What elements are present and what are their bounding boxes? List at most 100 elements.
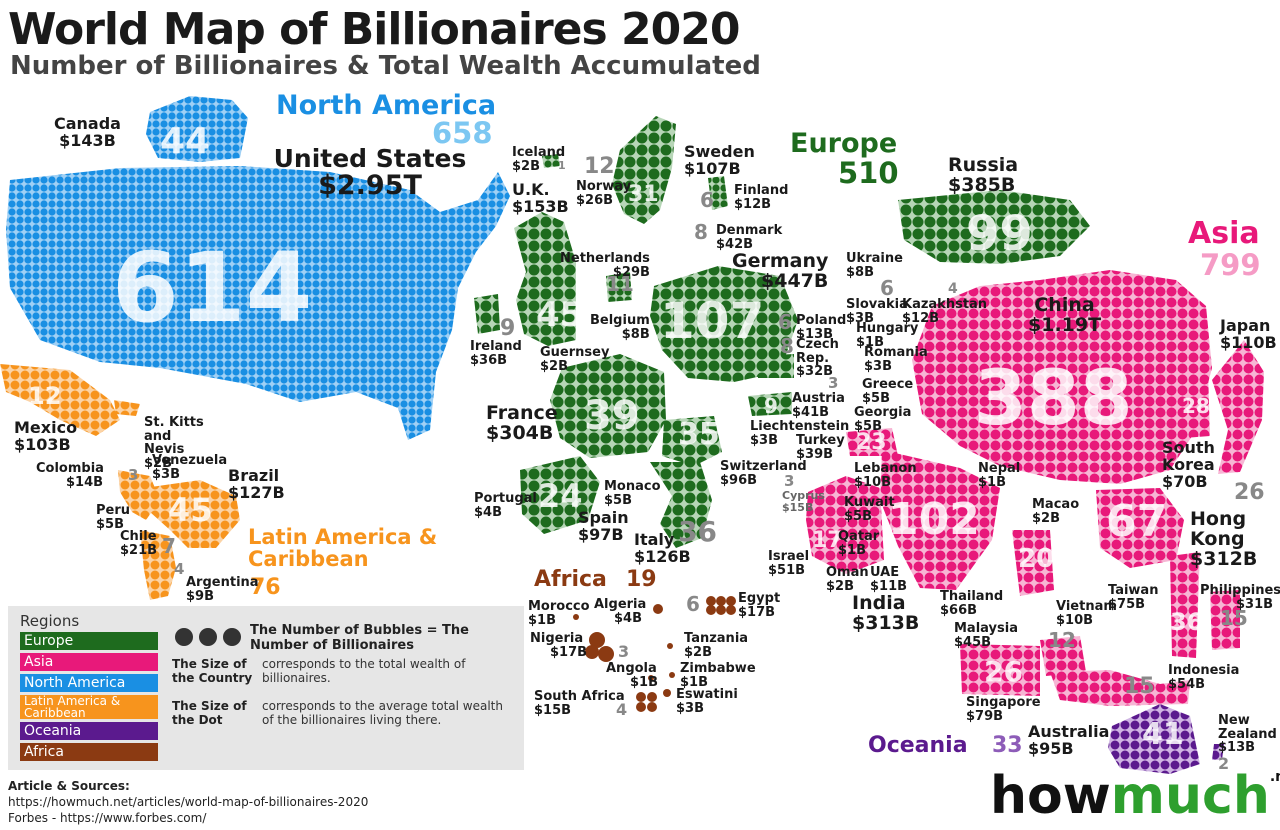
monaco-label: Monaco $5B	[604, 479, 661, 508]
new-zealand-label: New Zealand $13B	[1218, 713, 1277, 756]
germany-shape	[650, 266, 798, 382]
russia-count: 99	[966, 206, 1033, 262]
mexico-count: 12	[28, 382, 62, 410]
singapore-label: Singapore $79B	[966, 695, 1041, 724]
egypt-label: Egypt $17B	[738, 591, 781, 620]
slovakia-label: Slovakia $3B	[846, 297, 908, 326]
china-shape	[912, 270, 1212, 484]
zimbabwe-label: Zimbabwe $1B	[680, 661, 756, 690]
thailand-count: 20	[1018, 544, 1055, 574]
hong-kong-count: 67	[1106, 496, 1168, 547]
italy-shape	[650, 462, 712, 548]
sweden-count: 31	[628, 182, 659, 207]
japan-count: 26	[1234, 480, 1265, 505]
philippines-shape	[1210, 590, 1240, 650]
australia-shape	[1108, 704, 1200, 774]
indonesia-shape	[1050, 670, 1190, 706]
singapore-shape	[960, 644, 1040, 696]
iceland-shape	[542, 154, 560, 168]
netherlands-shape	[606, 272, 632, 302]
macao-label: Macao $2B	[1032, 497, 1080, 526]
vietnam-label: Vietnam $10B	[1056, 599, 1117, 628]
malaysia-label: Malaysia $45B	[954, 621, 1018, 650]
sweden-label: Sweden $107B	[684, 142, 755, 178]
south-africa-label: South Africa $15B	[534, 689, 625, 718]
france-shape	[550, 354, 666, 458]
kazakhstan-label: Kazakhstan $12B	[902, 297, 988, 326]
legend-size-dot-text: corresponds to the average total wealth …	[262, 699, 503, 727]
ukraine-count: 6	[880, 276, 894, 300]
taiwan-label: Taiwan $75B	[1108, 583, 1159, 612]
nepal-label: Nepal $1B	[978, 461, 1021, 490]
legend-africa: Africa	[20, 743, 158, 761]
switzerland-label: Switzerland $96B	[720, 459, 807, 488]
lebanon-label: Lebanon $10B	[854, 461, 917, 490]
taiwan-count: 36	[1170, 608, 1204, 636]
czech-count: 8	[780, 334, 794, 358]
uae-label: UAE $11B	[870, 565, 908, 594]
netherlands-label: Netherlands $29B	[560, 251, 650, 280]
legend-panel: Regions Europe Asia North America Latin …	[8, 606, 524, 770]
nigeria-count: 3	[618, 642, 630, 661]
legend-north-america: North America	[20, 674, 158, 692]
philippines-count: 15	[1220, 606, 1248, 630]
philippines-label: Philippines $31B	[1200, 583, 1280, 612]
hong-kong-label: Hong Kong $312B	[1190, 508, 1258, 570]
poland-count: 6	[778, 310, 792, 334]
czech-shape	[756, 354, 794, 378]
turkey-shape	[846, 428, 898, 456]
nigeria-label: Nigeria $17B	[530, 631, 588, 660]
india-count: 102	[888, 494, 980, 545]
chile-count: 7	[162, 534, 176, 558]
belgium-label: Belgium $8B	[590, 313, 650, 342]
sources-link-forbes[interactable]: Forbes - https://www.forbes.com/	[8, 811, 207, 825]
india-label: India $313B	[852, 592, 920, 634]
hong-kong-shape	[1096, 488, 1184, 568]
japan-shape	[1212, 340, 1264, 474]
uk-label: U.K. $153B	[512, 180, 569, 216]
page-subtitle: Number of Billionaires & Total Wealth Ac…	[10, 51, 761, 81]
sources: Article & Sources: https://howmuch.net/a…	[8, 778, 368, 826]
germany-count: 107	[660, 292, 765, 350]
south-africa-count: 4	[616, 700, 628, 719]
kuwait-label: Kuwait $5B	[844, 495, 895, 524]
portugal-label: Portugal $4B	[474, 491, 537, 520]
italy-count: 36	[678, 515, 717, 548]
legend-bubbles-text: The Number of Bubbles = The Number of Bi…	[250, 623, 469, 653]
austria-count: 9	[764, 394, 778, 418]
iceland-label: Iceland $2B	[512, 145, 566, 174]
brazil-label: Brazil $127B	[228, 466, 285, 502]
finland-count: 6	[700, 188, 714, 212]
cyprus-count: 3	[784, 472, 795, 490]
korea-shape	[1180, 370, 1210, 438]
stkitts-label: St. Kitts and Nevis $2B	[144, 415, 204, 471]
kazakhstan-count: 4	[948, 281, 958, 297]
turkey-count: 23	[856, 430, 887, 455]
legend-bubbles-icon	[175, 628, 241, 646]
switzerland-count: 35	[678, 417, 720, 452]
denmark-label: Denmark $42B	[716, 223, 783, 252]
chile-label: Chile $21B	[120, 529, 158, 558]
egypt-count: 6	[686, 592, 700, 616]
region-africa-label: Africa	[534, 567, 607, 592]
singapore-count: 26	[984, 655, 1023, 688]
italy-label: Italy $126B	[634, 530, 691, 566]
germany-label: Germany $447B	[732, 250, 829, 292]
oman-label: Oman $2B	[826, 565, 869, 594]
brazil-count: 45	[168, 491, 213, 529]
argentina-count: 4	[174, 560, 185, 578]
sources-link-article[interactable]: https://howmuch.net/articles/world-map-o…	[8, 795, 369, 809]
usa-shape	[6, 166, 510, 440]
legend-size-country-text: corresponds to the total wealth of billi…	[262, 657, 466, 685]
ukraine-label: Ukraine $8B	[846, 251, 903, 280]
canada-count: 44	[160, 121, 211, 162]
austria-shape	[748, 392, 792, 416]
qatar-label: Qatar $1B	[838, 529, 880, 558]
region-europe-label: Europe	[790, 128, 898, 159]
new-zealand-shape	[1212, 744, 1224, 760]
argentina-label: Argentina $9B	[186, 575, 259, 604]
spain-label: Spain $97B	[578, 508, 629, 544]
chile-argentina-shape	[140, 530, 176, 600]
region-latin-america-label: Latin America & Caribbean	[248, 525, 438, 572]
